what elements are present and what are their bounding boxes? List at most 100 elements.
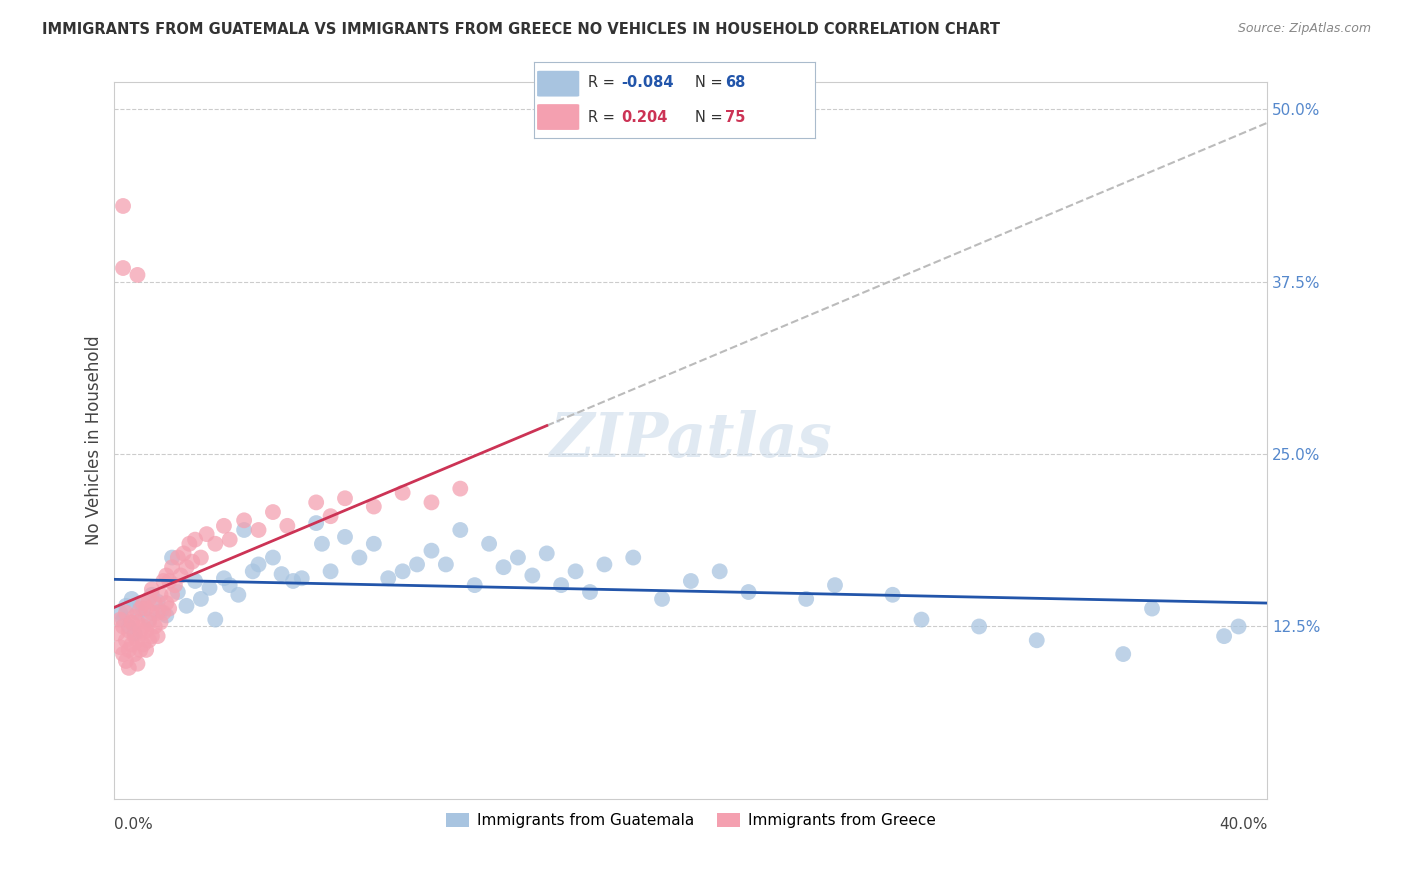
Point: [882, 588, 904, 602]
Point: [135, 601, 157, 615]
Point: [319, 509, 342, 524]
Point: [115, 633, 138, 648]
Point: [333, 530, 356, 544]
Point: [1112, 647, 1135, 661]
Point: [363, 500, 385, 514]
Point: [155, 568, 177, 582]
Point: [146, 606, 169, 620]
Point: [204, 537, 226, 551]
Point: [152, 606, 174, 620]
Point: [105, 626, 128, 640]
Point: [124, 629, 146, 643]
Point: [160, 588, 183, 602]
Point: [242, 565, 264, 579]
Point: [910, 613, 932, 627]
Point: [305, 495, 328, 509]
Point: [160, 550, 183, 565]
Point: [593, 558, 616, 572]
Text: 40.0%: 40.0%: [1219, 817, 1267, 831]
Point: [141, 582, 163, 597]
Point: [190, 591, 212, 606]
Point: [132, 637, 155, 651]
Point: [157, 601, 180, 615]
Point: [319, 565, 342, 579]
Point: [1140, 601, 1163, 615]
Point: [112, 260, 135, 275]
Point: [141, 606, 163, 620]
FancyBboxPatch shape: [537, 104, 579, 130]
Point: [679, 574, 702, 588]
Point: [127, 268, 149, 282]
Point: [212, 519, 235, 533]
Point: [115, 654, 138, 668]
Point: [118, 661, 141, 675]
Point: [138, 613, 160, 627]
Point: [127, 606, 149, 620]
Point: [108, 606, 131, 620]
Point: [127, 615, 149, 630]
Point: [824, 578, 846, 592]
Point: [138, 615, 160, 630]
Point: [170, 568, 193, 582]
Text: ZIPatlas: ZIPatlas: [550, 410, 832, 470]
Point: [218, 533, 240, 547]
Point: [184, 574, 207, 588]
Text: N =: N =: [695, 76, 727, 90]
Point: [262, 505, 284, 519]
Point: [132, 619, 155, 633]
Text: Source: ZipAtlas.com: Source: ZipAtlas.com: [1237, 22, 1371, 36]
Point: [233, 513, 256, 527]
Point: [247, 558, 270, 572]
Point: [247, 523, 270, 537]
Point: [149, 615, 172, 630]
Point: [492, 560, 515, 574]
Point: [737, 585, 759, 599]
Point: [121, 615, 143, 630]
Point: [118, 619, 141, 633]
Point: [112, 647, 135, 661]
Point: [550, 578, 572, 592]
Point: [173, 546, 195, 560]
Point: [132, 596, 155, 610]
Point: [478, 537, 501, 551]
Point: [198, 581, 221, 595]
Point: [112, 199, 135, 213]
Point: [112, 619, 135, 633]
Point: [124, 647, 146, 661]
Point: [204, 613, 226, 627]
Point: [434, 558, 457, 572]
Point: [305, 516, 328, 530]
Point: [166, 550, 188, 565]
Point: [406, 558, 429, 572]
Point: [1227, 619, 1250, 633]
Point: [146, 595, 169, 609]
Point: [108, 640, 131, 655]
Point: [449, 482, 471, 496]
Legend: Immigrants from Guatemala, Immigrants from Greece: Immigrants from Guatemala, Immigrants fr…: [440, 807, 942, 834]
Point: [349, 550, 371, 565]
Text: N =: N =: [695, 110, 727, 125]
Point: [138, 591, 160, 606]
FancyBboxPatch shape: [537, 70, 579, 96]
Text: 75: 75: [725, 110, 745, 125]
Point: [228, 588, 250, 602]
Point: [176, 560, 198, 574]
Point: [333, 491, 356, 506]
Point: [377, 571, 399, 585]
Point: [176, 599, 198, 613]
Point: [179, 537, 201, 551]
Point: [115, 599, 138, 613]
Point: [195, 527, 218, 541]
Point: [621, 550, 644, 565]
Point: [115, 606, 138, 620]
Point: [276, 519, 298, 533]
Point: [536, 546, 558, 560]
Point: [155, 608, 177, 623]
Point: [155, 596, 177, 610]
Point: [281, 574, 304, 588]
Y-axis label: No Vehicles in Household: No Vehicles in Household: [86, 335, 103, 545]
Point: [181, 555, 204, 569]
Point: [143, 619, 166, 633]
Point: [124, 610, 146, 624]
Point: [121, 591, 143, 606]
